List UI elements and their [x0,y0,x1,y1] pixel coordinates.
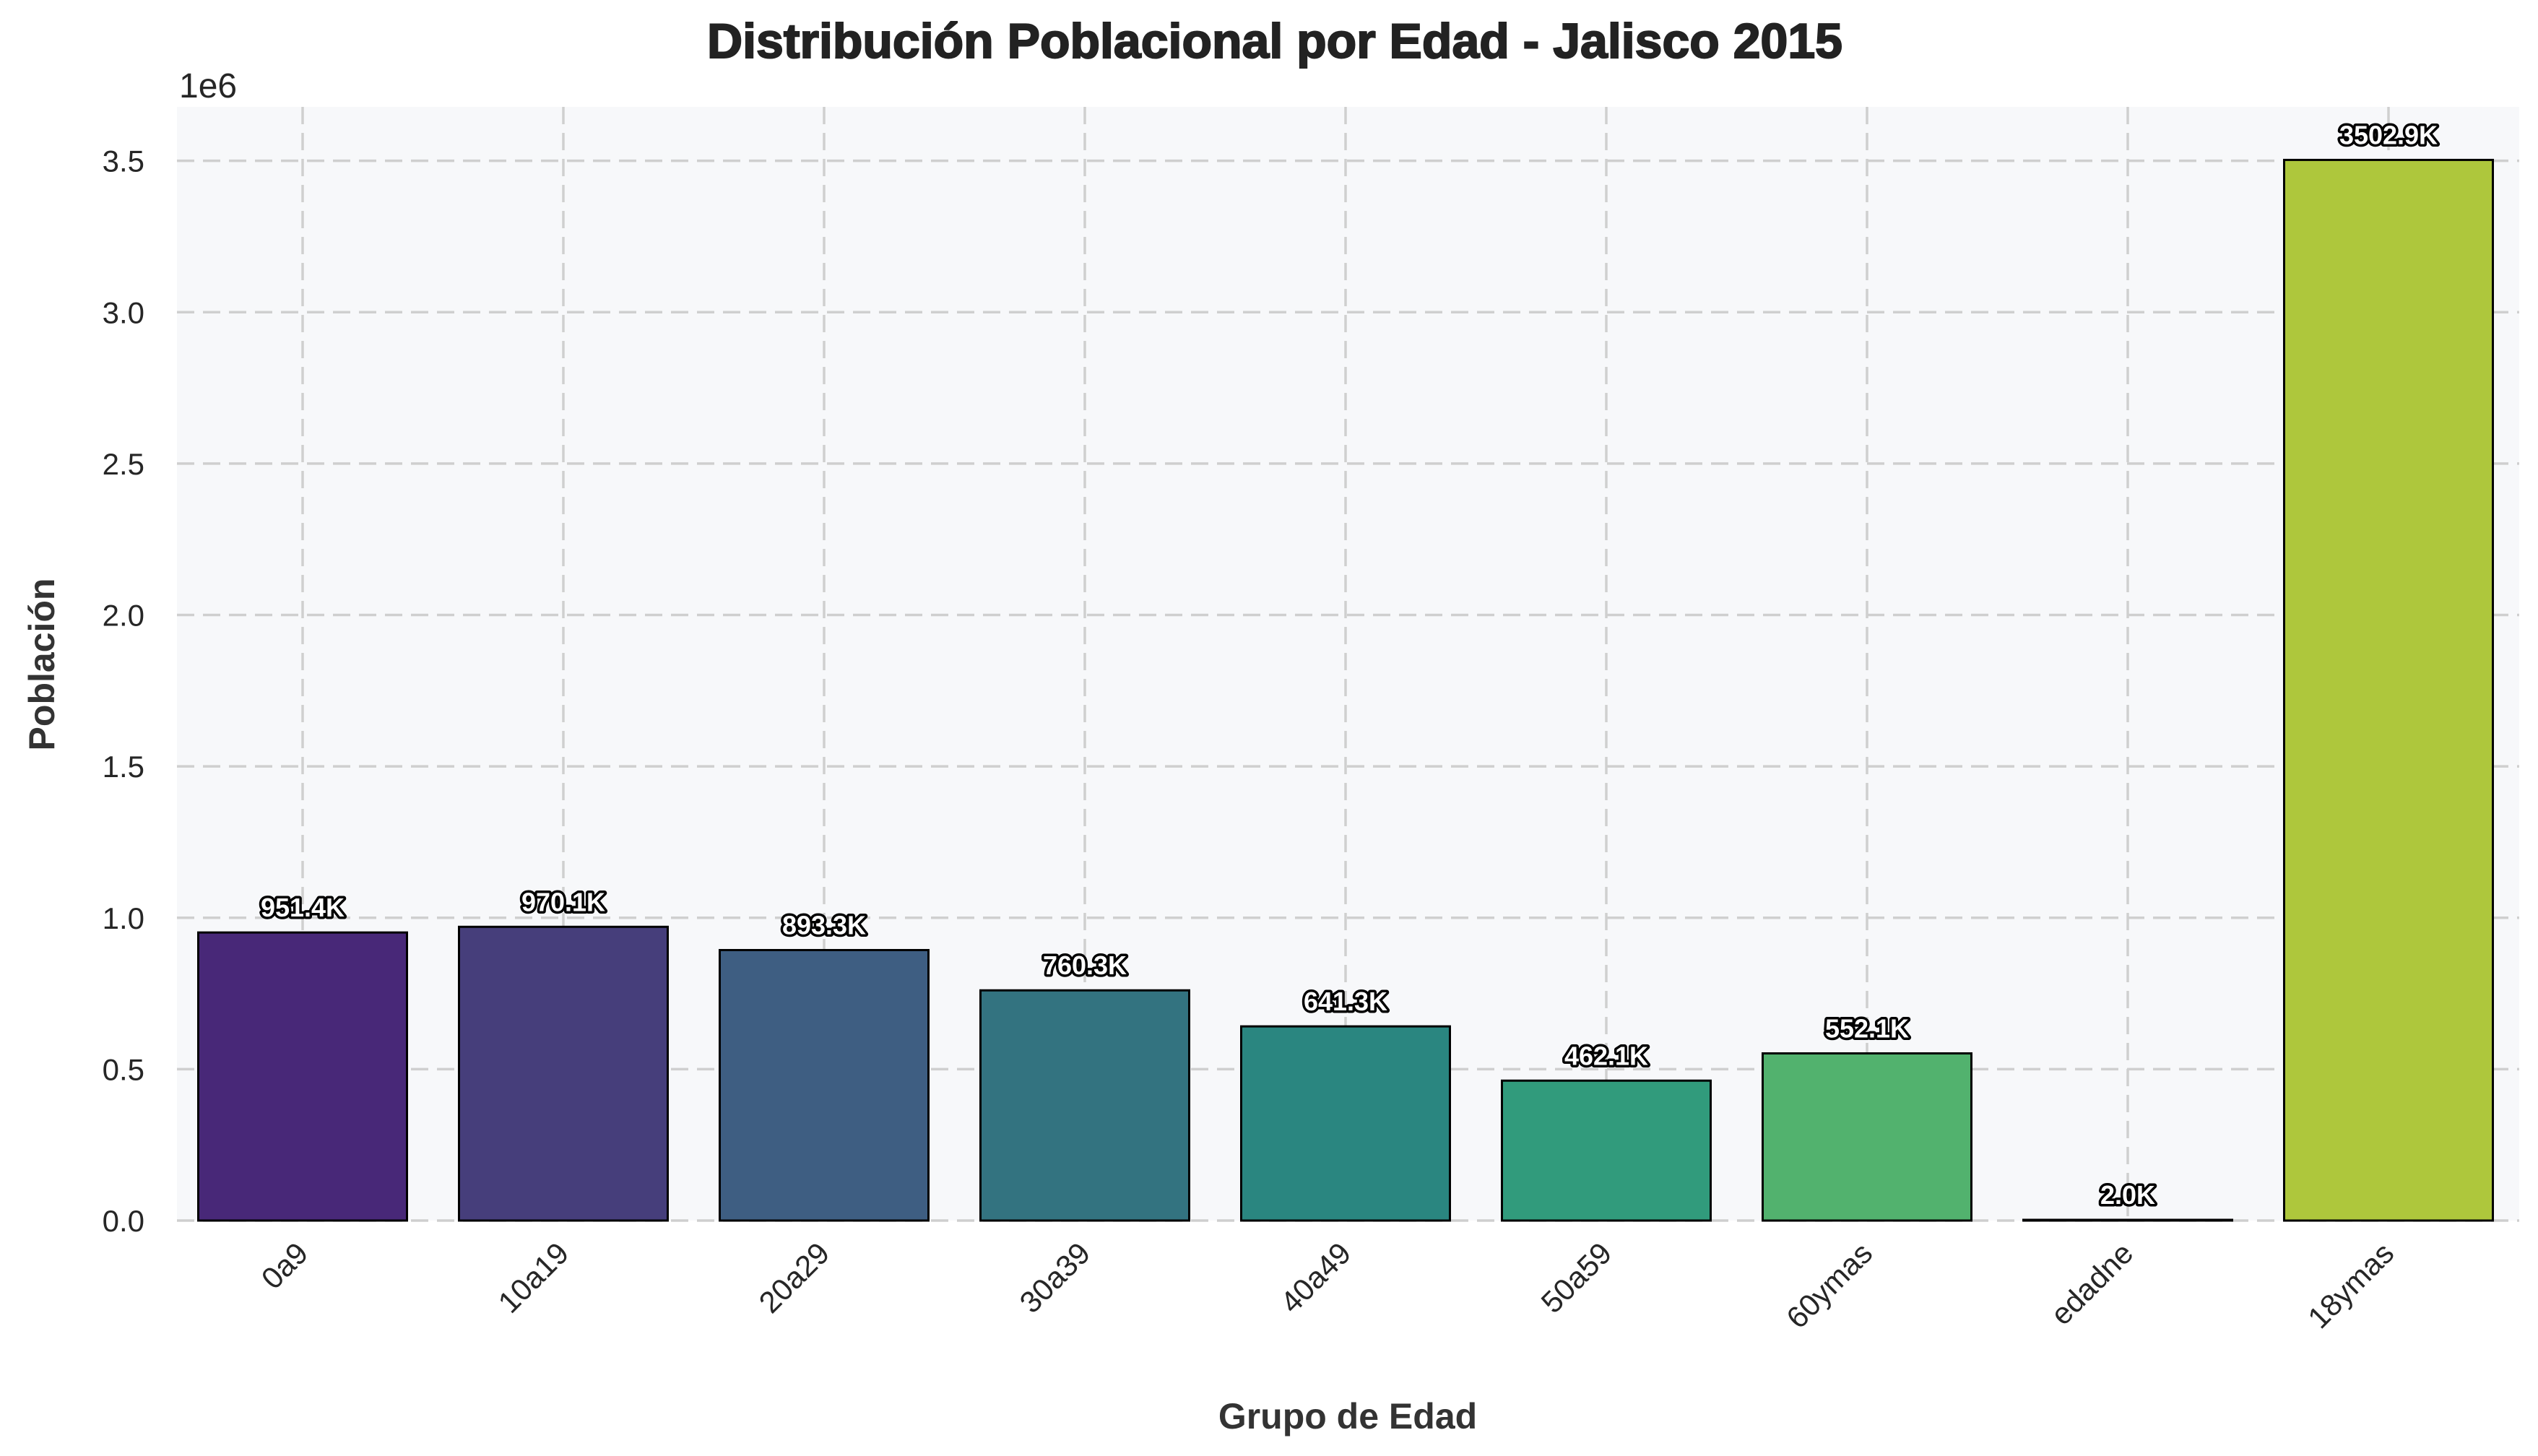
bar-value-label: 951.4K [261,893,345,922]
y-tick-label: 0.0 [103,1204,144,1238]
bar-value-label: 3502.9K [2339,120,2438,150]
bar-20a29 [719,948,930,1222]
y-tick-label: 3.0 [103,295,144,329]
y-tick-label: 1.5 [103,750,144,784]
bar-30a39 [979,989,1190,1222]
y-tick-label: 1.0 [103,901,144,935]
bar-value-label: 2.0K [2100,1180,2155,1210]
y-tick-label: 3.5 [103,144,144,178]
bar-value-label: 462.1K [1564,1041,1648,1070]
chart-title: Distribución Poblacional por Edad - Jali… [707,14,1842,69]
y-tick-label: 2.5 [103,447,144,481]
value-labels: 951.4K 970.1K 893.3K 760.3K 641.3K 462.1K 552.… [258,118,2440,1213]
bars [197,158,2494,1222]
gridlines [177,107,2519,1222]
bar-40a49 [1240,1025,1451,1222]
bar-60ymas [1762,1052,1972,1222]
y-tick-label: 0.5 [103,1052,144,1086]
bar-value-label: 641.3K [1304,987,1387,1016]
bar-value-label: 552.1K [1825,1014,1909,1044]
bar-edadne [2022,1218,2233,1222]
bar-value-label: 970.1K [521,887,605,916]
y-tick-label: 2.0 [103,599,144,633]
bar-18ymas [2283,158,2494,1222]
bar-50a59 [1501,1079,1712,1222]
bar-value-label: 893.3K [782,910,866,940]
bar-0a9 [197,931,408,1222]
y-axis-label: Población [22,578,62,751]
y-axis-scale-label: 1e6 [179,67,237,105]
y-axis-ticks: 0.0 0.5 1.0 1.5 2.0 2.5 3.0 3.5 [103,144,144,1238]
x-axis-label: Grupo de Edad [1218,1396,1477,1436]
bar-value-label: 760.3K [1043,950,1127,980]
bar-10a19 [458,925,669,1222]
